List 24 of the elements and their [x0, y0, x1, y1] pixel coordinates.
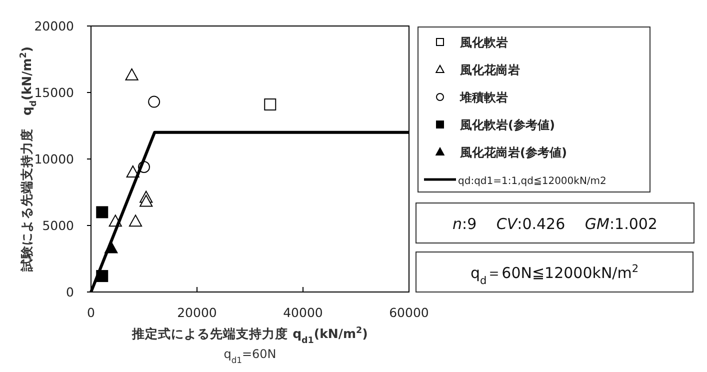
y-tick-label: 5000 — [42, 218, 74, 233]
y-tick-label: 0 — [66, 284, 74, 300]
point — [96, 206, 108, 218]
legend-label: 風化軟岩(参考値) — [459, 118, 555, 132]
x-tick-label: 20000 — [177, 305, 217, 320]
legend-label: qd:qd1=1:1,qd≦12000kN/m2 — [458, 176, 606, 187]
x-axis-title: 推定式による先端支持力度 q$_{d1}$(kN/m$^{2}$) — [131, 326, 368, 346]
point — [125, 68, 138, 80]
legend-label: 風化軟岩 — [459, 36, 508, 50]
point — [140, 194, 153, 207]
legend-label: 堆積軟岩 — [459, 90, 508, 104]
y-tick-label: 20000 — [34, 18, 74, 34]
x-tick-label: 60000 — [389, 305, 429, 320]
text: n:9 CV:0.426 GM:1.002 — [452, 215, 658, 233]
legend-label: 風化花崗岩(参考値) — [459, 146, 567, 160]
text: q$_{d1}$=60N — [224, 347, 276, 365]
point — [264, 98, 276, 110]
legend-label: 風化花崗岩 — [459, 63, 520, 77]
y-tick-label: 15000 — [34, 85, 74, 100]
x-tick-label: 0 — [87, 305, 96, 320]
x-tick-label: 40000 — [283, 305, 323, 320]
point — [148, 96, 160, 108]
point — [128, 214, 142, 227]
text: q$_{d}$＝60N≦12000kN/m$^{2}$ — [470, 263, 639, 287]
